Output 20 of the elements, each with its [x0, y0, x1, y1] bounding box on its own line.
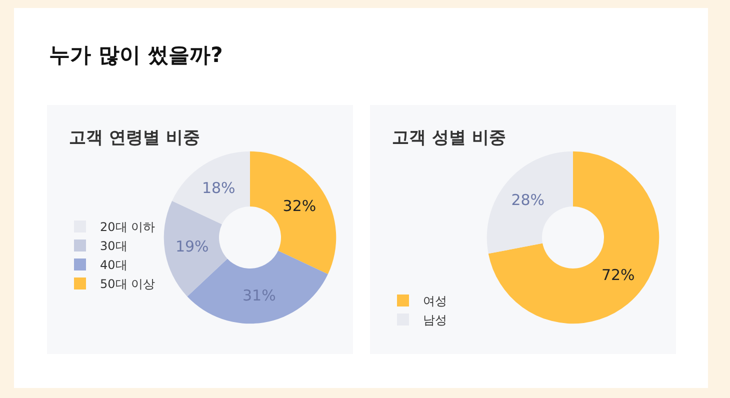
- legend-label: 20대 이하: [100, 220, 156, 234]
- donut-slice: [172, 151, 250, 224]
- legend-label: 30대: [100, 239, 128, 254]
- legend-label: 40대: [100, 258, 128, 272]
- donut-slice: [488, 151, 660, 324]
- donut-slice: [487, 151, 573, 254]
- chart-title: 고객 연령별 비중: [69, 128, 200, 148]
- legend-label: 50대 이상: [100, 277, 156, 292]
- data-label: 28%: [511, 191, 545, 210]
- data-label: 72%: [601, 266, 635, 284]
- donut-slice: [164, 200, 228, 296]
- data-label: 18%: [202, 179, 236, 198]
- data-label: 19%: [175, 238, 209, 256]
- legend-label: 남성: [423, 313, 447, 328]
- chart-title: 고객 성별 비중: [392, 128, 506, 148]
- donut-slice: [187, 250, 328, 324]
- data-label: 32%: [282, 197, 316, 216]
- donut-slice: [250, 151, 336, 274]
- text: 누가 많이 썼을까?: [49, 43, 223, 67]
- legend-label: 여성: [423, 294, 447, 308]
